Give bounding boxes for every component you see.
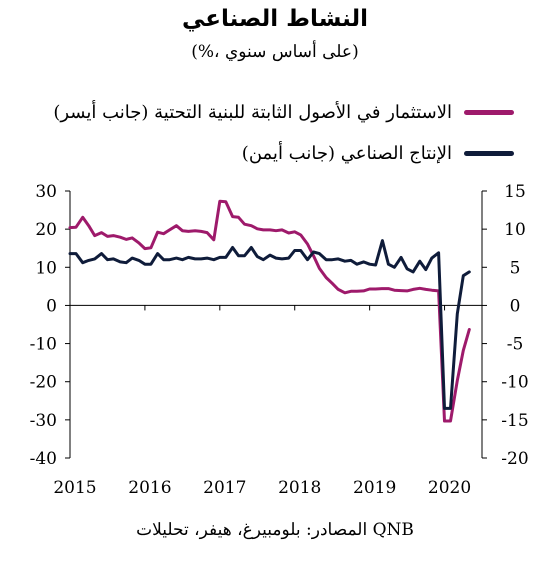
chart-title: النشاط الصناعي (181, 6, 369, 32)
y-right-tick-label: 5 (510, 258, 521, 278)
y-right-tick-label: -20 (501, 449, 528, 469)
legend-entry-investment: الاستثمار في الأصول الثابتة للبنية التحت… (53, 97, 514, 127)
x-tick-label: 2015 (53, 478, 96, 498)
y-left-tick-label: 20 (35, 220, 57, 240)
y-right-tick-label: -5 (507, 335, 524, 355)
x-tick-label: 2019 (353, 478, 396, 498)
chart-subtitle: (%، على أساس سنوي) (191, 42, 359, 62)
legend-label-production: الإنتاج الصناعي (جانب أيمن) (241, 142, 452, 164)
series-line-investment (68, 199, 471, 423)
legend-swatch-production (464, 150, 514, 156)
legend-label-investment: الاستثمار في الأصول الثابتة للبنية التحت… (53, 101, 452, 123)
y-left-tick-label: -10 (30, 335, 57, 355)
y-right-tick-label: -10 (501, 373, 528, 393)
y-left-tick-label: 30 (35, 182, 57, 202)
x-tick-label: 2017 (203, 478, 246, 498)
legend-swatch-investment (464, 109, 514, 115)
y-right-tick-label: 10 (504, 220, 526, 240)
y-left-tick-label: 10 (35, 258, 57, 278)
y-right-tick-label: 15 (504, 182, 526, 202)
x-tick-label: 2018 (278, 478, 321, 498)
source-note: المصادر: بلومبيرغ، هيفر، تحليلات QNB (136, 520, 414, 540)
y-left-tick-label: -30 (30, 411, 57, 431)
y-left-tick-label: 0 (46, 296, 57, 316)
x-tick-label: 2016 (128, 478, 171, 498)
legend-entry-production: الإنتاج الصناعي (جانب أيمن) (242, 138, 514, 168)
y-left-tick-label: -20 (30, 373, 57, 393)
y-right-tick-label: 0 (510, 296, 521, 316)
series-line-production (68, 239, 471, 410)
x-tick-label: 2020 (428, 478, 471, 498)
y-left-tick-label: -40 (30, 449, 57, 469)
y-right-tick-label: -15 (501, 411, 528, 431)
